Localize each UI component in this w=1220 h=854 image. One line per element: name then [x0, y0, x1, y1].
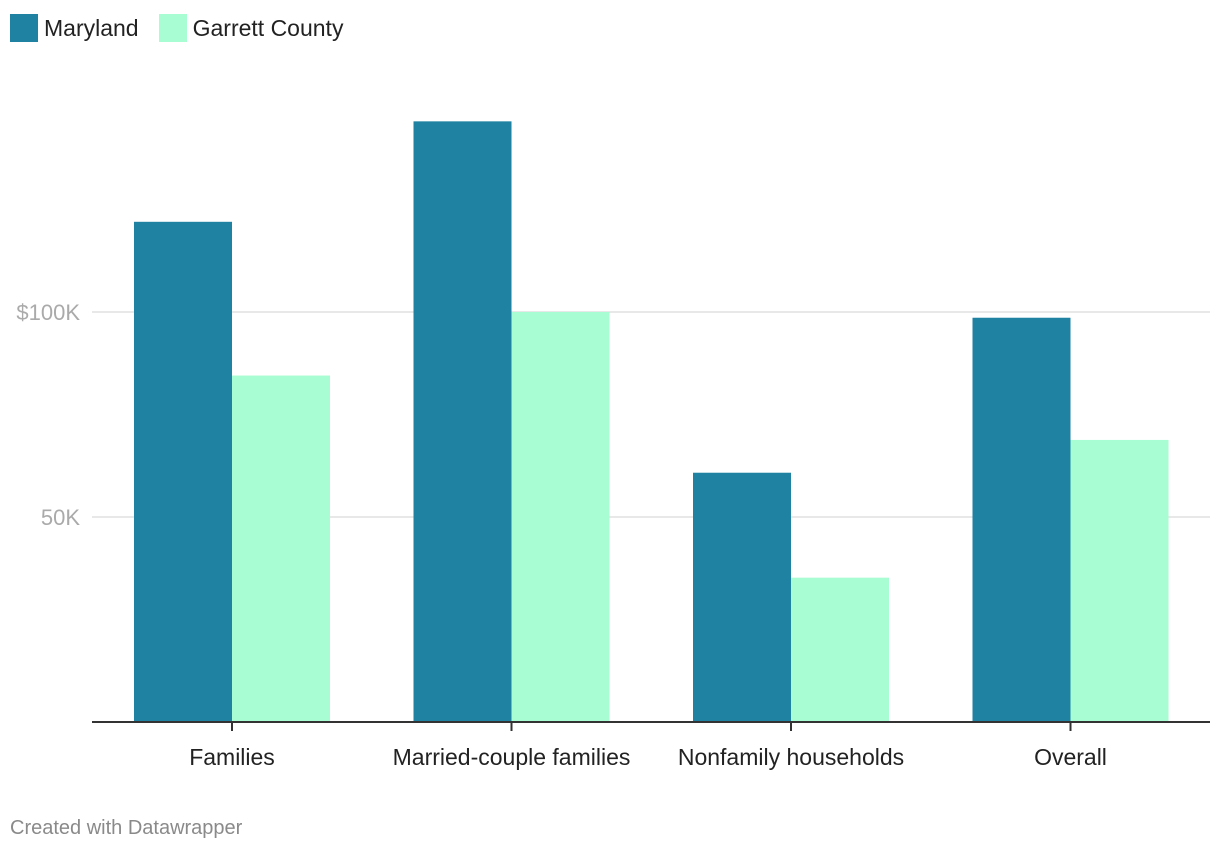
legend-swatch-garrett-county — [158, 14, 187, 42]
legend-swatch-maryland — [10, 14, 38, 42]
legend: Maryland Garrett County — [10, 12, 363, 44]
y-tick-label: $100K — [16, 300, 80, 325]
legend-label-maryland: Maryland — [44, 14, 139, 41]
x-tick-label: Overall — [1034, 744, 1107, 770]
x-tick-label: Nonfamily households — [678, 744, 904, 770]
bar-chart: 50K $100K Families Married-couple families N… — [16, 121, 1210, 770]
bar — [791, 577, 889, 722]
legend-item-maryland: Maryland — [10, 14, 139, 42]
y-tick-label: 50K — [41, 505, 80, 530]
bar — [511, 312, 610, 722]
legend-item-garrett-county: Garrett County — [158, 14, 344, 42]
bar — [972, 317, 1071, 722]
legend-label-garrett-county: Garrett County — [192, 14, 344, 41]
bar — [232, 375, 330, 722]
footer-credit: Created with Datawrapper — [10, 817, 243, 839]
bar — [1070, 439, 1169, 722]
bar — [134, 221, 232, 723]
x-tick-label: Married-couple families — [393, 744, 631, 770]
bar — [693, 472, 791, 722]
x-tick-label: Families — [189, 744, 275, 770]
bar — [413, 121, 512, 723]
